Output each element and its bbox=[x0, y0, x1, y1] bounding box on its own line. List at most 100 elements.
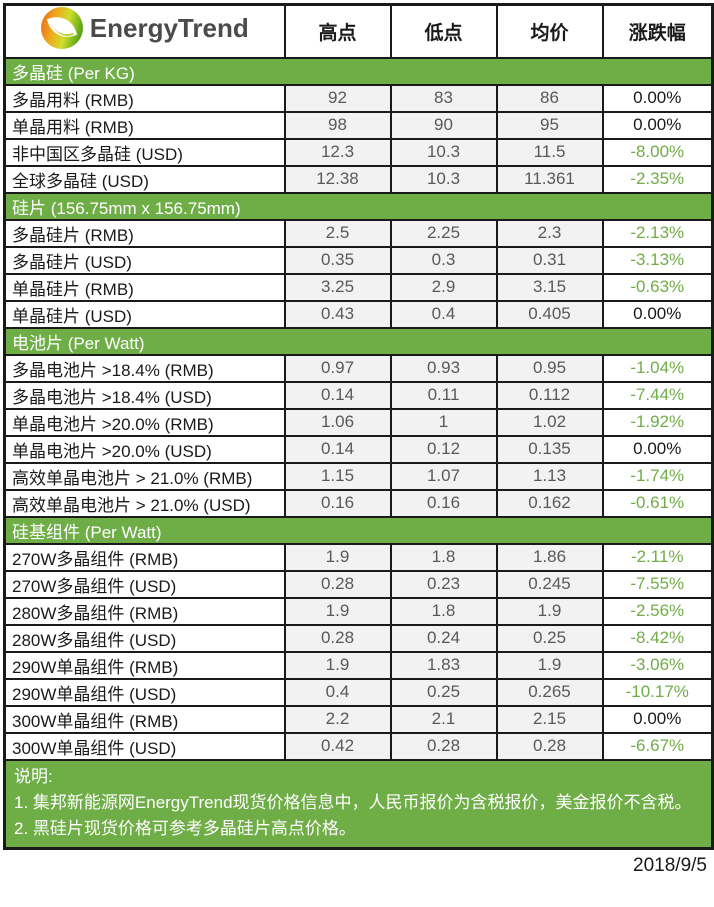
cell-low: 83 bbox=[389, 83, 498, 113]
cell-low: 1 bbox=[389, 407, 498, 437]
cell-change: 0.00% bbox=[601, 83, 714, 113]
row-label: 非中国区多晶硅 (USD) bbox=[3, 137, 286, 167]
cell-high: 0.35 bbox=[283, 245, 392, 275]
cell-low: 0.23 bbox=[389, 569, 498, 599]
row-label: 全球多晶硅 (USD) bbox=[3, 164, 286, 194]
cell-change: 0.00% bbox=[601, 704, 714, 734]
section-row: 电池片 (Per Watt) bbox=[3, 326, 714, 356]
table-row: 多晶用料 (RMB) 92 83 86 0.00% bbox=[3, 83, 714, 113]
cell-change: -0.63% bbox=[601, 272, 714, 302]
row-label: 单晶电池片 >20.0% (RMB) bbox=[3, 407, 286, 437]
cell-avg: 0.405 bbox=[495, 299, 604, 329]
cell-low: 1.8 bbox=[389, 596, 498, 626]
logo-text: EnergyTrend bbox=[89, 12, 249, 43]
section-row: 硅片 (156.75mm x 156.75mm) bbox=[3, 191, 714, 221]
cell-avg: 1.9 bbox=[495, 596, 604, 626]
cell-high: 98 bbox=[283, 110, 392, 140]
row-label: 多晶电池片 >18.4% (RMB) bbox=[3, 353, 286, 383]
cell-avg: 1.9 bbox=[495, 650, 604, 680]
cell-change: 0.00% bbox=[601, 434, 714, 464]
table-row: 300W单晶组件 (RMB) 2.2 2.1 2.15 0.00% bbox=[3, 704, 714, 734]
table-row: 单晶硅片 (USD) 0.43 0.4 0.405 0.00% bbox=[3, 299, 714, 329]
cell-low: 0.25 bbox=[389, 677, 498, 707]
cell-change: -10.17% bbox=[601, 677, 714, 707]
cell-high: 1.15 bbox=[283, 461, 392, 491]
cell-low: 0.24 bbox=[389, 623, 498, 653]
cell-high: 3.25 bbox=[283, 272, 392, 302]
row-label: 单晶硅片 (USD) bbox=[3, 299, 286, 329]
table-row: 全球多晶硅 (USD) 12.38 10.3 11.361 -2.35% bbox=[3, 164, 714, 194]
notes-item-2: 2. 黑硅片现货价格可参考多晶硅片高点价格。 bbox=[14, 818, 356, 838]
cell-avg: 0.265 bbox=[495, 677, 604, 707]
section-row: 硅基组件 (Per Watt) bbox=[3, 515, 714, 545]
row-label: 270W多晶组件 (RMB) bbox=[3, 542, 286, 572]
table-row: 多晶硅片 (RMB) 2.5 2.25 2.3 -2.13% bbox=[3, 218, 714, 248]
cell-change: -6.67% bbox=[601, 731, 714, 761]
cell-high: 1.9 bbox=[283, 596, 392, 626]
cell-avg: 0.162 bbox=[495, 488, 604, 518]
cell-avg: 0.135 bbox=[495, 434, 604, 464]
cell-avg: 0.95 bbox=[495, 353, 604, 383]
table-row: 非中国区多晶硅 (USD) 12.3 10.3 11.5 -8.00% bbox=[3, 137, 714, 167]
cell-low: 0.3 bbox=[389, 245, 498, 275]
cell-change: -8.42% bbox=[601, 623, 714, 653]
row-label: 多晶用料 (RMB) bbox=[3, 83, 286, 113]
table-row: 高效单晶电池片 > 21.0% (USD) 0.16 0.16 0.162 -0.61% bbox=[3, 488, 714, 518]
row-label: 280W多晶组件 (RMB) bbox=[3, 596, 286, 626]
cell-high: 12.3 bbox=[283, 137, 392, 167]
cell-avg: 0.31 bbox=[495, 245, 604, 275]
cell-change: -1.04% bbox=[601, 353, 714, 383]
row-label: 280W多晶组件 (USD) bbox=[3, 623, 286, 653]
cell-high: 0.16 bbox=[283, 488, 392, 518]
cell-avg: 3.15 bbox=[495, 272, 604, 302]
table-row: 300W单晶组件 (USD) 0.42 0.28 0.28 -6.67% bbox=[3, 731, 714, 761]
cell-avg: 0.245 bbox=[495, 569, 604, 599]
table-row: 多晶电池片 >18.4% (RMB) 0.97 0.93 0.95 -1.04% bbox=[3, 353, 714, 383]
price-sheet: EnergyTrend 高点 低点 均价 涨跌幅 多晶硅 (Per KG) 多晶用… bbox=[0, 0, 714, 877]
section-title: 硅片 (156.75mm x 156.75mm) bbox=[3, 191, 714, 221]
section-title: 多晶硅 (Per KG) bbox=[3, 56, 714, 86]
cell-high: 0.43 bbox=[283, 299, 392, 329]
cell-avg: 95 bbox=[495, 110, 604, 140]
cell-high: 1.9 bbox=[283, 542, 392, 572]
cell-avg: 1.02 bbox=[495, 407, 604, 437]
notes-block: 说明: 1. 集邦新能源网EnergyTrend现货价格信息中，人民币报价为含税… bbox=[3, 758, 714, 849]
notes-row: 说明: 1. 集邦新能源网EnergyTrend现货价格信息中，人民币报价为含税… bbox=[3, 758, 714, 849]
notes-title: 说明: bbox=[14, 766, 53, 786]
table-body: 多晶硅 (Per KG) 多晶用料 (RMB) 92 83 86 0.00% 单晶用料 (R… bbox=[3, 56, 714, 761]
cell-change: -3.13% bbox=[601, 245, 714, 275]
cell-change: -0.61% bbox=[601, 488, 714, 518]
cell-low: 0.93 bbox=[389, 353, 498, 383]
cell-avg: 11.361 bbox=[495, 164, 604, 194]
cell-low: 0.11 bbox=[389, 380, 498, 410]
energytrend-logo: EnergyTrend bbox=[40, 7, 249, 50]
cell-low: 1.8 bbox=[389, 542, 498, 572]
cell-high: 0.97 bbox=[283, 353, 392, 383]
cell-low: 10.3 bbox=[389, 137, 498, 167]
notes-item-1: 1. 集邦新能源网EnergyTrend现货价格信息中，人民币报价为含税报价，美… bbox=[14, 792, 692, 812]
cell-low: 0.28 bbox=[389, 731, 498, 761]
row-label: 多晶硅片 (USD) bbox=[3, 245, 286, 275]
column-header-high: 高点 bbox=[283, 3, 392, 59]
table-row: 270W多晶组件 (RMB) 1.9 1.8 1.86 -2.11% bbox=[3, 542, 714, 572]
cell-low: 90 bbox=[389, 110, 498, 140]
cell-change: -2.11% bbox=[601, 542, 714, 572]
table-row: 270W多晶组件 (USD) 0.28 0.23 0.245 -7.55% bbox=[3, 569, 714, 599]
section-row: 多晶硅 (Per KG) bbox=[3, 56, 714, 86]
table-row: 多晶硅片 (USD) 0.35 0.3 0.31 -3.13% bbox=[3, 245, 714, 275]
energytrend-logo-icon bbox=[40, 7, 83, 50]
cell-avg: 86 bbox=[495, 83, 604, 113]
cell-avg: 0.25 bbox=[495, 623, 604, 653]
cell-high: 12.38 bbox=[283, 164, 392, 194]
table-row: 单晶电池片 >20.0% (USD) 0.14 0.12 0.135 0.00% bbox=[3, 434, 714, 464]
cell-high: 0.14 bbox=[283, 380, 392, 410]
cell-low: 1.83 bbox=[389, 650, 498, 680]
cell-low: 2.1 bbox=[389, 704, 498, 734]
cell-avg: 11.5 bbox=[495, 137, 604, 167]
section-title: 电池片 (Per Watt) bbox=[3, 326, 714, 356]
cell-low: 1.07 bbox=[389, 461, 498, 491]
cell-high: 0.4 bbox=[283, 677, 392, 707]
row-label: 300W单晶组件 (USD) bbox=[3, 731, 286, 761]
table-row: 单晶硅片 (RMB) 3.25 2.9 3.15 -0.63% bbox=[3, 272, 714, 302]
cell-change: -2.35% bbox=[601, 164, 714, 194]
